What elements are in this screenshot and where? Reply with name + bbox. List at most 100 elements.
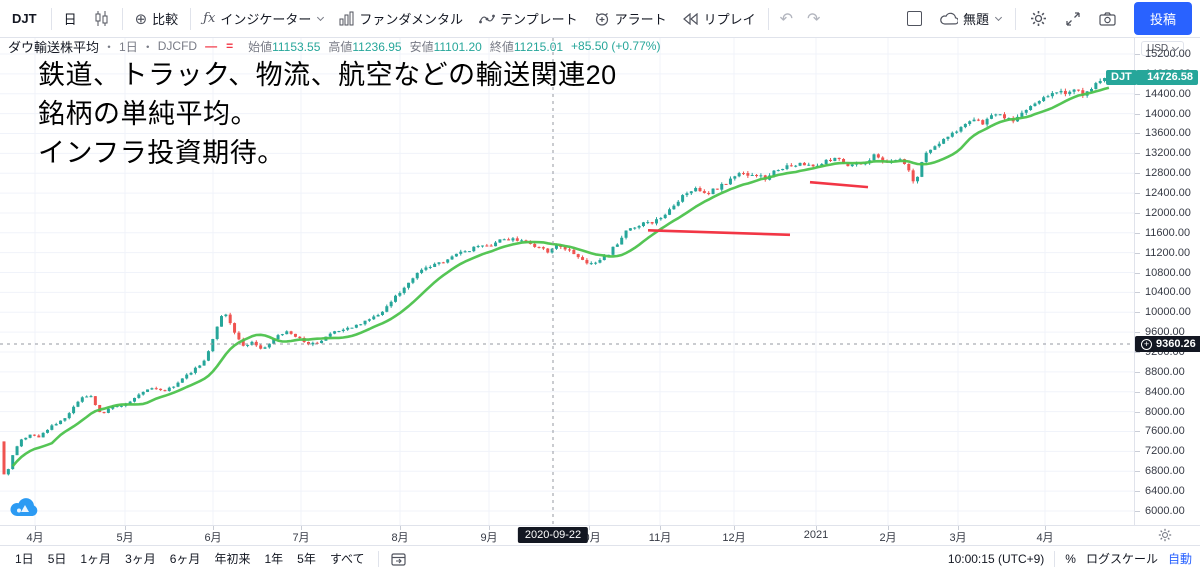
- percent-scale-button[interactable]: %: [1065, 551, 1076, 566]
- legend-marker-icon[interactable]: —: [205, 39, 219, 53]
- last-price-badge: 14726.58: [1136, 69, 1198, 85]
- price-tick-label: 14400.00: [1135, 88, 1200, 100]
- price-tick-label: 12000.00: [1135, 207, 1200, 219]
- time-tick: [734, 526, 735, 530]
- range-button-6ヶ月[interactable]: 6ヶ月: [169, 552, 201, 566]
- time-tick-label: 2月: [879, 532, 897, 544]
- divider: [1014, 7, 1016, 30]
- add-alert-plus-icon[interactable]: +: [1141, 338, 1152, 350]
- undo-button[interactable]: ↶: [779, 10, 794, 28]
- time-tick: [213, 526, 214, 530]
- legend-feed[interactable]: DJCFD: [157, 39, 198, 53]
- currency-unit-button[interactable]: USD: [1141, 41, 1185, 56]
- crosshair-date-badge: 2020-09-22: [517, 527, 589, 543]
- range-button-1ヶ月[interactable]: 1ヶ月: [80, 552, 112, 566]
- legend-symbol-title[interactable]: ダウ輸送株平均: [8, 39, 100, 55]
- price-tick-label: 6800.00: [1135, 465, 1200, 477]
- price-tick-label: 11600.00: [1135, 227, 1200, 239]
- goto-date-button[interactable]: [385, 549, 412, 569]
- bar-chart-icon: [339, 11, 354, 26]
- replay-button[interactable]: リプレイ: [675, 4, 764, 33]
- chart-type-button[interactable]: [85, 5, 118, 32]
- chevron-down-icon: [994, 13, 1003, 21]
- cloud-save-button[interactable]: 無題: [932, 4, 1009, 33]
- chart-text-annotation[interactable]: 鉄道、トラック、物流、航空などの輸送関連20 銘柄の単純平均。 インフラ投資期待…: [38, 60, 617, 168]
- time-tick-label: 12月: [722, 532, 746, 544]
- price-tick-label: 10800.00: [1135, 267, 1200, 279]
- date-range-buttons: 1日 5日 1ヶ月 3ヶ月 6ヶ月 年初来 1年 5年 すべて: [8, 547, 372, 570]
- candlestick-icon: [93, 10, 110, 27]
- alerts-button[interactable]: アラート: [586, 4, 675, 33]
- time-tick-label: 8月: [391, 532, 409, 544]
- screenshot-button[interactable]: [1091, 7, 1124, 31]
- range-button-3ヶ月[interactable]: 3ヶ月: [125, 552, 156, 566]
- layout-square-icon: [906, 11, 922, 26]
- settings-button[interactable]: [1022, 5, 1055, 32]
- range-button-1日[interactable]: 1日: [15, 552, 34, 566]
- time-tick-label: 6月: [204, 532, 222, 544]
- price-tick-label: 13600.00: [1135, 127, 1200, 139]
- axis-settings-gear-icon[interactable]: [1158, 528, 1172, 542]
- alarm-clock-icon: [594, 11, 610, 27]
- gear-icon: [1030, 10, 1047, 27]
- price-tick-label: 14000.00: [1135, 108, 1200, 120]
- camera-icon: [1099, 11, 1116, 26]
- time-tick-label: 3月: [949, 532, 967, 544]
- range-button-5年[interactable]: 5年: [297, 552, 316, 566]
- publish-button[interactable]: 投稿: [1133, 2, 1192, 35]
- divider: [190, 7, 192, 30]
- range-button-1年[interactable]: 1年: [264, 552, 284, 566]
- redo-button[interactable]: ↷: [807, 10, 821, 28]
- fundamentals-button[interactable]: ファンダメンタル: [331, 4, 471, 33]
- time-tick-label: 9月: [480, 532, 498, 544]
- interval-button[interactable]: 日: [63, 12, 77, 27]
- time-tick: [35, 526, 36, 530]
- price-tick-label: 8000.00: [1135, 406, 1200, 418]
- range-button-5日[interactable]: 5日: [47, 552, 67, 566]
- legend-marker-icon[interactable]: =: [226, 39, 235, 53]
- high-value: 11236.95: [352, 39, 402, 54]
- price-tick-label: 12400.00: [1135, 187, 1200, 199]
- symbol-search-button[interactable]: DJT: [12, 11, 37, 26]
- time-tick: [400, 526, 401, 530]
- layout-select-button[interactable]: [899, 6, 930, 31]
- divider: [50, 7, 52, 30]
- chart-pane[interactable]: ダウ輸送株平均 ・ 1日 ・ DJCFD — = 始値11153.55 高値11…: [0, 38, 1134, 525]
- time-tick: [301, 526, 302, 530]
- bottom-toolbar: 1日 5日 1ヶ月 3ヶ月 6ヶ月 年初来 1年 5年 すべて 10:00:15 (UTC+9)…: [0, 545, 1200, 571]
- time-tick: [660, 526, 661, 530]
- change-value: +85.50 (+0.77%): [571, 39, 661, 53]
- price-tick-label: 9600.00: [1135, 326, 1200, 338]
- price-tick-label: 15200.00: [1135, 48, 1200, 60]
- auto-scale-button[interactable]: 自動: [1167, 552, 1192, 566]
- top-toolbar: DJT 日 ⊕ 比較 ƒx インジケーター: [0, 0, 1200, 38]
- fullscreen-button[interactable]: [1057, 6, 1089, 32]
- chevron-down-icon: [317, 13, 325, 21]
- legend-interval[interactable]: 1日: [119, 39, 138, 54]
- close-value: 11215.01: [513, 39, 564, 54]
- price-axis[interactable]: USD 15200.0014800.0014400.0014000.001360…: [1134, 38, 1200, 525]
- time-tick-label: 4月: [1036, 532, 1054, 544]
- price-tick-label: 6000.00: [1135, 505, 1200, 517]
- range-button-すべて[interactable]: すべて: [329, 552, 365, 566]
- tradingview-logo[interactable]: [8, 496, 38, 517]
- time-axis[interactable]: 4月 5月 6月 7月 8月 9月 10月 11月 12月 2021 2月 3月 4月 2020-09-…: [0, 525, 1200, 545]
- compare-button[interactable]: ⊕ 比較: [134, 10, 179, 28]
- time-tick-label: 5月: [116, 532, 134, 544]
- legend-sep: ・: [141, 39, 154, 54]
- fullscreen-icon: [1065, 11, 1081, 27]
- crosshair-price-badge: + 9360.26: [1135, 336, 1200, 353]
- indicators-button[interactable]: ƒx インジケーター: [195, 4, 331, 33]
- range-button-年初来[interactable]: 年初来: [214, 552, 251, 566]
- price-tick-label: 8800.00: [1135, 366, 1200, 378]
- low-value: 11101.20: [433, 39, 482, 54]
- rewind-icon: [682, 12, 699, 25]
- log-scale-button[interactable]: ログスケール: [1085, 552, 1158, 566]
- clock-display[interactable]: 10:00:15 (UTC+9): [947, 551, 1045, 566]
- templates-button[interactable]: テンプレート: [471, 4, 586, 33]
- divider: [377, 550, 379, 567]
- ohlc-values: 始値11153.55 高値11236.95 安値11101.20 終値11215…: [248, 39, 661, 54]
- chart-legend: ダウ輸送株平均 ・ 1日 ・ DJCFD — = 始値11153.55 高値11…: [8, 38, 660, 60]
- divider: [121, 7, 123, 30]
